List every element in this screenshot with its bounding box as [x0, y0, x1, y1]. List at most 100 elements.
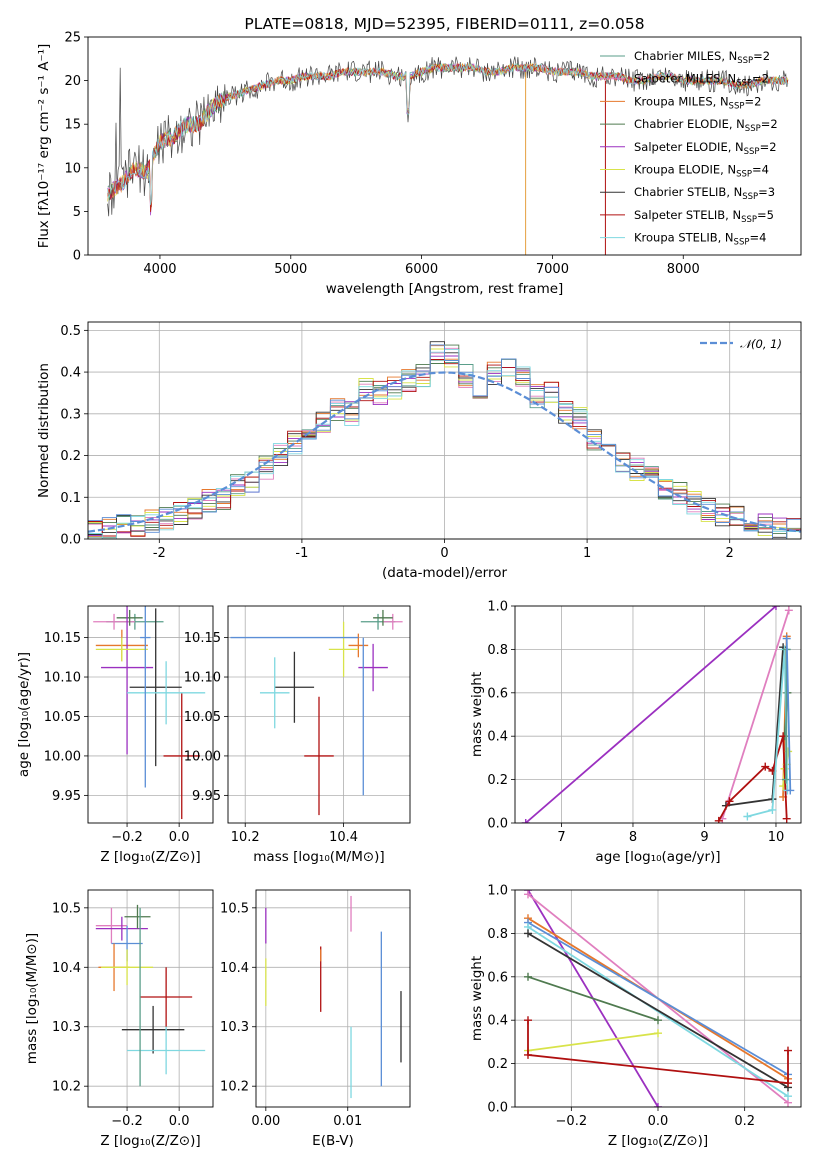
plot-area — [265, 895, 402, 1099]
y-tick-label: 0.6 — [487, 970, 508, 985]
weight-marker — [743, 812, 752, 821]
plot-area — [524, 890, 792, 1107]
y-tick-label: 10.00 — [44, 749, 81, 764]
weight-marker — [771, 606, 780, 610]
axes-frame — [87, 889, 214, 1108]
x-tick-label: 8000 — [667, 262, 700, 277]
y-tick-label: 10.4 — [220, 961, 249, 976]
weight-marker — [524, 1016, 532, 1025]
x-tick-label: 0.2 — [734, 1114, 755, 1129]
panel-2: -2 -1 0 1 2 0.0 0.1 0.2 0.3 0.4 0.5 (data-model)/er… — [36, 321, 802, 581]
legend-entry: Kroupa STELIB, NSSP=4 — [634, 231, 766, 248]
weight-marker — [781, 775, 790, 784]
x-tick-label: 10.4 — [329, 830, 358, 845]
y-tick-label: 10.05 — [184, 710, 221, 725]
x-axis-label: wavelength [Angstrom, rest frame] — [326, 281, 564, 297]
x-tick-label: 8 — [629, 830, 637, 845]
panel-4: 10.2 10.4 9.95 10.00 10.05 10.10 10.15 mass [lo… — [184, 605, 411, 865]
weight-marker — [761, 762, 770, 771]
legend: Chabrier MILES, NSSP=2 Salpeter MILES, NS… — [600, 49, 778, 248]
y-tick-label: 10.3 — [220, 1020, 249, 1035]
weight-line — [721, 610, 790, 819]
y-tick-label: 0.3 — [60, 407, 81, 422]
y-tick-label: 0.4 — [487, 1014, 508, 1029]
y-tick-label: 0.8 — [487, 643, 508, 658]
weight-marker — [524, 929, 532, 938]
weight-marker — [784, 1046, 792, 1055]
x-axis-label: E(B-V) — [312, 1133, 354, 1149]
x-tick-label: 1 — [583, 546, 591, 561]
y-tick-label: 10.00 — [184, 749, 221, 764]
y-tick-label: 0.0 — [60, 533, 81, 548]
y-tick-label: 10.3 — [52, 1020, 81, 1035]
y-tick-label: 0.0 — [487, 1101, 508, 1116]
y-tick-label: 10.15 — [44, 631, 81, 646]
y-tick-label: 10.5 — [220, 901, 249, 916]
weight-line — [525, 606, 777, 823]
x-tick-label: 0.0 — [169, 1114, 190, 1129]
y-tick-label: 0.2 — [487, 773, 508, 788]
y-tick-label: 0 — [73, 249, 81, 264]
weight-marker — [725, 797, 734, 806]
plot-area — [93, 606, 206, 820]
y-tick-label: 10.15 — [184, 631, 221, 646]
x-tick-label: 10 — [768, 830, 785, 845]
weight-line — [718, 735, 788, 822]
plot-area — [521, 606, 795, 823]
y-tick-label: 0.2 — [487, 1057, 508, 1072]
weight-line — [527, 1020, 789, 1085]
panel-1: 4000 5000 6000 7000 8000 0 5 10 15 20 25 wavelength… — [36, 15, 802, 297]
weight-line — [527, 932, 789, 1089]
x-tick-label: −0.2 — [556, 1114, 588, 1129]
x-tick-label: -2 — [153, 546, 166, 561]
legend-entry: Chabrier STELIB, NSSP=3 — [634, 185, 775, 202]
weight-line — [527, 926, 789, 1097]
y-tick-label: 0.5 — [60, 324, 81, 339]
x-tick-label: 0.0 — [169, 830, 190, 845]
weight-marker — [768, 805, 777, 814]
weight-marker — [714, 816, 723, 823]
legend-entry: Kroupa ELODIE, NSSP=4 — [634, 163, 769, 180]
x-tick-label: 0.00 — [251, 1114, 280, 1129]
y-tick-label: 0.8 — [487, 927, 508, 942]
axes-frame — [255, 889, 411, 1108]
weight-marker — [784, 1079, 792, 1088]
x-tick-label: 0.0 — [648, 1114, 669, 1129]
x-tick-label: −0.2 — [111, 830, 143, 845]
legend-entry: Chabrier ELODIE, NSSP=2 — [634, 117, 778, 134]
weight-line — [527, 975, 659, 1022]
x-tick-label: 0.01 — [333, 1114, 362, 1129]
y-tick-label: 10.2 — [52, 1080, 81, 1095]
x-axis-label: age [log₁₀(age/yr)] — [595, 849, 720, 865]
y-tick-label: 10.10 — [44, 671, 81, 686]
x-tick-label: -1 — [295, 546, 308, 561]
y-tick-label: 0.6 — [487, 686, 508, 701]
legend-entry: Chabrier MILES, NSSP=2 — [634, 49, 770, 66]
panel-8: −0.2 0.0 0.2 0.0 0.2 0.4 0.6 0.8 1.0 Z [log₁₀(Z/Z… — [469, 884, 802, 1149]
weight-marker — [782, 634, 791, 643]
axes-frame — [514, 605, 802, 824]
weight-line — [527, 1032, 659, 1052]
y-tick-label: 10.05 — [44, 710, 81, 725]
y-axis-label: mass weight — [469, 956, 485, 1041]
histogram-step — [88, 344, 801, 539]
weight-marker — [654, 1029, 662, 1038]
weight-marker — [786, 786, 795, 795]
plot-area — [95, 904, 206, 1087]
normal-curve — [88, 371, 801, 533]
x-tick-label: 7000 — [536, 262, 569, 277]
y-tick-label: 15 — [64, 118, 81, 133]
x-axis-label: Z [log₁₀(Z/Z⊙)] — [100, 849, 200, 865]
panel-5: 7 8 9 10 0.0 0.2 0.4 0.6 0.8 1.0 age [log₁₀(age/yr… — [469, 600, 802, 865]
weight-marker — [654, 1103, 662, 1107]
x-axis-label: Z [log₁₀(Z/Z⊙)] — [608, 1133, 708, 1149]
x-tick-label: 9 — [700, 830, 708, 845]
weight-marker — [784, 606, 793, 615]
axes-frame — [514, 889, 802, 1108]
legend-entry: Kroupa MILES, NSSP=2 — [634, 94, 761, 111]
axes-frame — [227, 605, 411, 824]
plot-area — [107, 56, 789, 255]
y-tick-label: 20 — [64, 74, 81, 89]
y-tick-label: 25 — [64, 31, 81, 46]
histogram-step — [88, 359, 801, 537]
